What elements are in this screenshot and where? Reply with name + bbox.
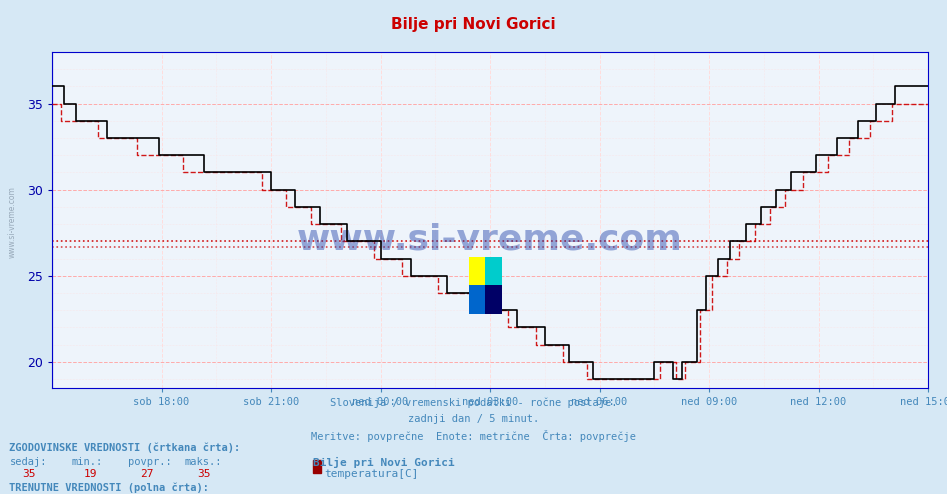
Text: povpr.:: povpr.: (128, 457, 171, 467)
Bar (469, 257, 486, 286)
Bar (469, 286, 486, 314)
Text: Bilje pri Novi Gorici: Bilje pri Novi Gorici (313, 457, 455, 468)
Text: TRENUTNE VREDNOSTI (polna črta):: TRENUTNE VREDNOSTI (polna črta): (9, 483, 209, 493)
Text: min.:: min.: (71, 457, 102, 467)
Bar (486, 257, 502, 286)
Text: 27: 27 (140, 469, 153, 479)
Text: www.si-vreme.com: www.si-vreme.com (8, 186, 17, 258)
Text: Bilje pri Novi Gorici: Bilje pri Novi Gorici (391, 17, 556, 32)
Text: www.si-vreme.com: www.si-vreme.com (297, 223, 683, 257)
Text: temperatura[C]: temperatura[C] (324, 469, 419, 479)
Text: ZGODOVINSKE VREDNOSTI (črtkana črta):: ZGODOVINSKE VREDNOSTI (črtkana črta): (9, 442, 241, 453)
Text: Slovenija / vremenski podatki - ročne postaje.: Slovenija / vremenski podatki - ročne po… (330, 398, 617, 408)
Text: Meritve: povprečne  Enote: metrične  Črta: povprečje: Meritve: povprečne Enote: metrične Črta:… (311, 430, 636, 442)
Text: sedaj:: sedaj: (9, 457, 47, 467)
Text: maks.:: maks.: (185, 457, 223, 467)
Text: 35: 35 (22, 469, 35, 479)
Text: 35: 35 (197, 469, 210, 479)
Bar (486, 286, 502, 314)
Text: 19: 19 (83, 469, 97, 479)
Text: zadnji dan / 5 minut.: zadnji dan / 5 minut. (408, 414, 539, 424)
